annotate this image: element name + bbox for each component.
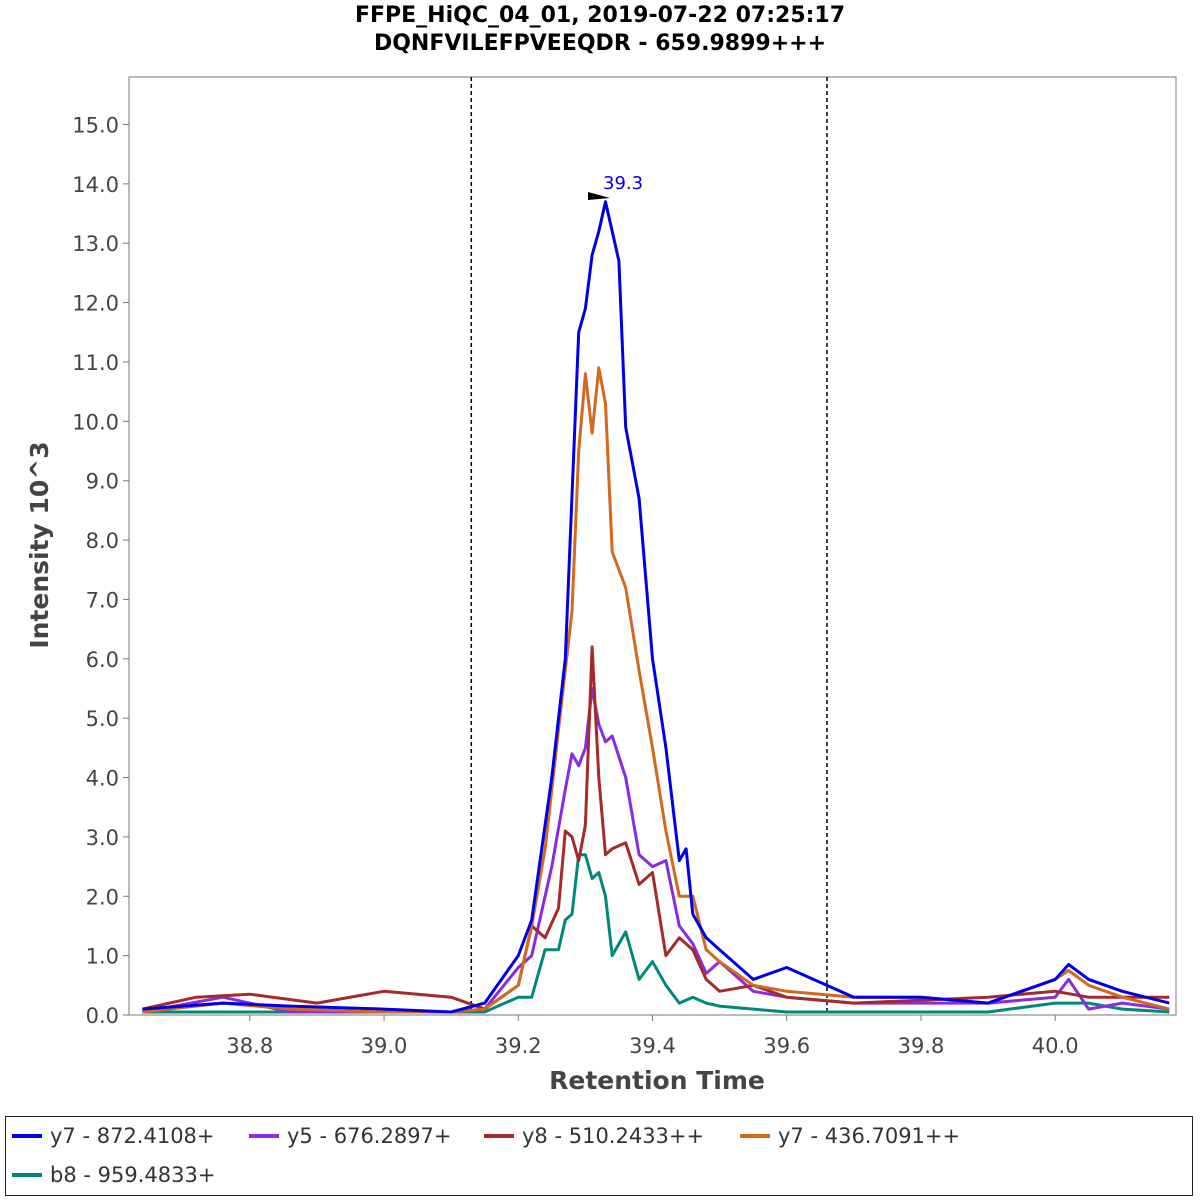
y-axis-title: Intensity 10^3 (25, 441, 54, 648)
legend-label: y8 - 510.2433++ (522, 1124, 705, 1148)
legend-item-y5-676: y5 - 676.2897+ (249, 1121, 452, 1151)
y-tick-label: 11.0 (72, 351, 119, 375)
legend-swatch (484, 1134, 514, 1138)
y-tick-label: 10.0 (72, 410, 119, 434)
plot-area (128, 76, 1177, 1016)
legend-item-y8-510: y8 - 510.2433++ (484, 1121, 704, 1151)
legend-swatch (12, 1134, 42, 1138)
series-line-y5-1 (142, 687, 1170, 1014)
legend-label: b8 - 959.4833+ (50, 1163, 216, 1187)
chart-title: FFPE_HiQC_04_01, 2019-07-22 07:25:17 (354, 3, 846, 28)
x-axis-title: Retention Time (549, 1066, 765, 1095)
integration-boundaries (470, 77, 828, 1015)
y-tick-label: 2.0 (86, 885, 119, 909)
y-tick-label: 15.0 (72, 113, 119, 137)
y-tick-label: 8.0 (86, 529, 119, 553)
legend-item-y7-872: y7 - 872.4108+ (12, 1121, 215, 1151)
series-line-b8-4 (142, 853, 1170, 1014)
y-tick-label: 0.0 (86, 1004, 119, 1028)
y-tick-label: 5.0 (86, 707, 119, 731)
x-tick-label: 39.8 (898, 1034, 945, 1058)
y-ticks: 0.0 1.0 2.0 3.0 4.0 5.0 6.0 7.0 8.0 9.0 10.0 11.0 12… (72, 113, 129, 1028)
legend-swatch (12, 1173, 42, 1177)
y-tick-label: 12.0 (72, 292, 119, 316)
legend-item-b8-959: b8 - 959.4833+ (12, 1160, 215, 1190)
chart-subtitle: DQNFVILEFPVEEQDR - 659.9899+++ (373, 31, 827, 56)
x-tick-label: 39.6 (763, 1034, 810, 1058)
legend-swatch (249, 1134, 279, 1138)
legend-swatch (740, 1134, 770, 1138)
chart-plot: 38.8 39.0 39.2 39.4 39.6 39.8 40.0 0.0 1.0 2.0 3.… (25, 76, 1177, 1095)
series-line-y7-0 (142, 200, 1170, 1014)
peak-arrow-icon (588, 192, 610, 200)
y-tick-label: 4.0 (86, 767, 119, 791)
y-tick-label: 9.0 (86, 470, 119, 494)
legend-label: y7 - 436.7091++ (778, 1124, 961, 1148)
y-tick-label: 3.0 (86, 826, 119, 850)
y-tick-label: 6.0 (86, 648, 119, 672)
x-tick-label: 39.4 (629, 1034, 676, 1058)
legend-label: y5 - 676.2897+ (287, 1124, 452, 1148)
x-tick-label: 38.8 (226, 1034, 273, 1058)
x-ticks: 38.8 39.0 39.2 39.4 39.6 39.8 40.0 (226, 1015, 1079, 1058)
peak-annotation-group: 39.3 (588, 173, 643, 200)
x-tick-label: 39.0 (361, 1034, 408, 1058)
x-tick-label: 39.2 (495, 1034, 542, 1058)
legend: y7 - 872.4108+ y5 - 676.2897+ y8 - 510.2… (5, 1116, 1193, 1196)
peak-label: 39.3 (603, 173, 643, 194)
y-tick-label: 1.0 (86, 945, 119, 969)
series-group (142, 200, 1170, 1014)
y-tick-label: 14.0 (72, 173, 119, 197)
legend-item-y7-436: y7 - 436.7091++ (740, 1121, 960, 1151)
y-tick-label: 13.0 (72, 232, 119, 256)
x-tick-label: 40.0 (1032, 1034, 1079, 1058)
y-tick-label: 7.0 (86, 588, 119, 612)
legend-label: y7 - 872.4108+ (50, 1124, 215, 1148)
series-line-y8-2 (142, 645, 1170, 1011)
